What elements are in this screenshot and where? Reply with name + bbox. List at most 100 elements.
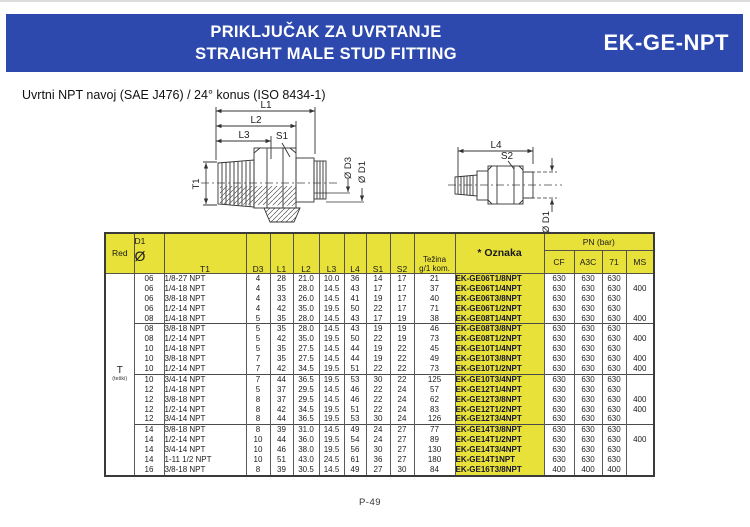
cell-l2: 28.0: [292, 313, 319, 324]
cell-d3: 7: [245, 354, 270, 365]
cell-ms: [625, 464, 654, 476]
cell-t1: 1/2-14 NPT: [163, 303, 246, 314]
cell-l4: 51: [343, 404, 366, 415]
subtitle: Uvrtni NPT navoj (SAE J476) / 24° konus …: [22, 88, 326, 102]
cell-cf: 630: [543, 404, 574, 415]
cell-l1: 44: [269, 435, 293, 446]
cell-l4: 43: [343, 283, 366, 294]
col-header-l1: L1: [269, 232, 294, 274]
cell-ms: [625, 424, 654, 436]
cell-t1: 1/2-14 NPT: [163, 364, 246, 375]
cell-l2: 27.5: [292, 344, 319, 355]
cell-oznaka: EK-GE14T1NPT: [454, 455, 544, 465]
cell-cf: 630: [543, 445, 574, 456]
cell-l4: 43: [343, 313, 366, 324]
cell-oznaka: EK-GE06T1/4NPT: [454, 283, 544, 294]
cell-oznaka: EK-GE06T1/8NPT: [454, 273, 544, 284]
cell-cf: 630: [543, 435, 574, 446]
table-body: T (teški) 06 1/8-27 NPT 4 28 21.0 10.0 36 14 17 21 E…: [104, 273, 654, 476]
cell-pn71: 630: [601, 435, 626, 446]
cell-d1: 08: [133, 323, 164, 335]
cell-pn71: 630: [601, 373, 626, 385]
cell-ms: 400: [625, 404, 654, 415]
cell-d3: 8: [245, 464, 270, 476]
cell-d3: 5: [245, 344, 270, 355]
cell-ms: [625, 373, 654, 385]
table-row: 16 3/8-18 NPT 8 39 30.5 14.5 49 27 30 84 EK-GE16T3…: [105, 464, 654, 476]
cell-l2: 34.5: [292, 404, 319, 415]
cell-cf: 630: [543, 323, 574, 335]
cell-cf: 630: [543, 373, 574, 385]
cell-l4: 56: [343, 445, 366, 456]
cell-a3c: 630: [573, 435, 602, 446]
cell-t1: 1/4-18 NPT: [163, 283, 246, 294]
cell-s2: 27: [389, 455, 414, 465]
cell-tezina: 37: [413, 283, 455, 294]
cell-l4: 41: [343, 293, 366, 304]
cell-t1: 1/4-18 NPT: [163, 313, 246, 324]
cell-s1: 17: [365, 313, 390, 324]
cell-s1: 19: [365, 354, 390, 365]
cell-d3: 5: [245, 313, 270, 324]
cell-d1: 08: [133, 334, 164, 345]
cell-pn71: 630: [601, 344, 626, 355]
cell-l2: 31.0: [292, 424, 319, 436]
cell-l1: 42: [269, 404, 293, 415]
cell-cf: 630: [543, 384, 574, 395]
cell-tezina: 45: [413, 344, 455, 355]
cell-l2: 35.0: [292, 334, 319, 345]
cell-ms: [625, 455, 654, 465]
cell-a3c: 400: [573, 464, 602, 476]
cell-pn71: 630: [601, 293, 626, 304]
cell-cf: 630: [543, 424, 574, 436]
cell-a3c: 630: [573, 455, 602, 465]
cell-s2: 17: [389, 293, 414, 304]
cell-s2: 17: [389, 273, 414, 284]
table-row: 12 1/2-14 NPT 8 42 34.5 19.5 51 22 24 83 EK-GE12T1…: [105, 404, 654, 415]
cell-pn71: 630: [601, 283, 626, 294]
cell-l2: 29.5: [292, 394, 319, 405]
cell-l1: 37: [269, 394, 293, 405]
cell-l1: 33: [269, 293, 293, 304]
cell-cf: 630: [543, 394, 574, 405]
dim-label-l1: L1: [260, 100, 272, 111]
diameter-symbol: Ø: [134, 247, 146, 264]
table-row: 06 1/4-18 NPT 4 35 28.0 14.5 43 17 17 37 EK-GE06T1…: [105, 283, 654, 294]
cell-l1: 46: [269, 445, 293, 456]
cell-d1: 12: [133, 404, 164, 415]
col-header-t1: T1: [163, 232, 247, 274]
table-row: 08 1/2-14 NPT 5 42 35.0 19.5 50 22 19 73 EK-GE08T1…: [105, 334, 654, 345]
cell-s2: 30: [389, 464, 414, 476]
cell-s1: 22: [365, 303, 390, 314]
dim-label-d1-right: Ø D1: [541, 211, 552, 233]
cell-l1: 51: [269, 455, 293, 465]
cell-d3: 4: [245, 293, 270, 304]
cell-s1: 22: [365, 404, 390, 415]
cell-t1: 1/8-27 NPT: [163, 273, 246, 284]
cell-l2: 30.5: [292, 464, 319, 476]
cell-d1: 12: [133, 414, 164, 425]
col-header-pn-bar: PN (bar): [543, 232, 655, 251]
cell-l4: 46: [343, 384, 366, 395]
cell-t1: 1/2-14 NPT: [163, 435, 246, 446]
cell-l1: 42: [269, 303, 293, 314]
cell-l4: 50: [343, 303, 366, 314]
table-row: 12 1/4-18 NPT 5 37 29.5 14.5 46 22 24 57 EK-GE12T1…: [105, 384, 654, 395]
cell-cf: 630: [543, 344, 574, 355]
cell-l4: 53: [343, 414, 366, 425]
cell-l4: 51: [343, 364, 366, 375]
cell-cf: 630: [543, 364, 574, 375]
cell-s2: 24: [389, 404, 414, 415]
col-header-ms: MS: [625, 250, 655, 274]
cell-a3c: 630: [573, 313, 602, 324]
cell-s2: 19: [389, 334, 414, 345]
cell-s1: 22: [365, 394, 390, 405]
cell-oznaka: EK-GE10T1/4NPT: [454, 344, 544, 355]
cell-l2: 38.0: [292, 445, 319, 456]
cell-d3: 10: [245, 435, 270, 446]
cell-oznaka: EK-GE12T3/8NPT: [454, 394, 544, 405]
cell-cf: 630: [543, 273, 574, 284]
cell-l1: 42: [269, 334, 293, 345]
series-code: T: [116, 365, 123, 377]
